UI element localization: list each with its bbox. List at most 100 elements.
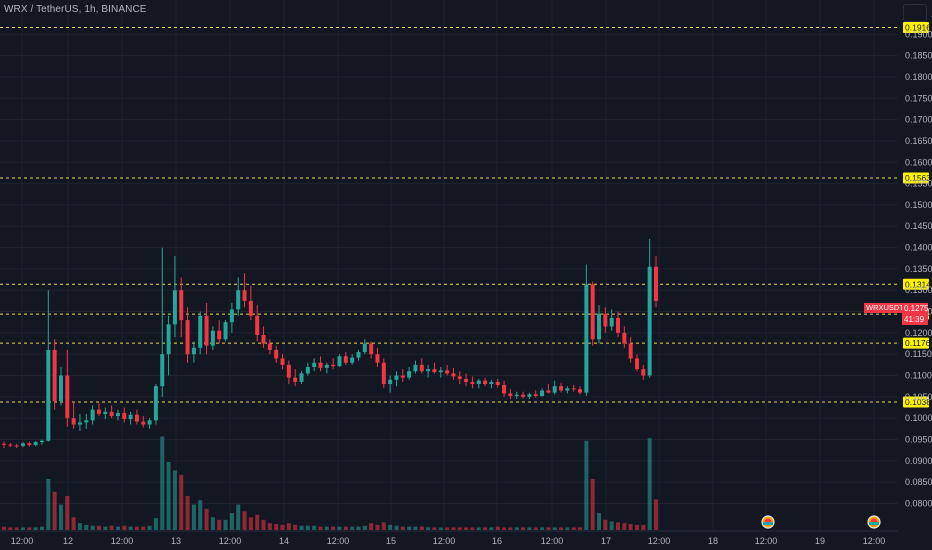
candle[interactable] [445, 364, 450, 376]
candle[interactable] [204, 303, 209, 355]
candle[interactable] [236, 277, 241, 316]
candle[interactable] [179, 277, 184, 338]
candle[interactable] [274, 345, 279, 363]
candle[interactable] [229, 303, 234, 333]
candle[interactable] [84, 413, 89, 429]
candle[interactable] [375, 347, 380, 367]
candle[interactable] [210, 326, 215, 350]
candle[interactable] [476, 378, 481, 389]
candle[interactable] [432, 362, 437, 374]
candle[interactable] [426, 364, 431, 378]
candle[interactable] [552, 380, 557, 395]
candle[interactable] [324, 362, 329, 374]
candle[interactable] [58, 366, 63, 406]
candle[interactable] [299, 371, 304, 385]
candle[interactable] [27, 441, 32, 447]
candle[interactable] [451, 367, 456, 380]
candle[interactable] [172, 256, 177, 338]
event-markers[interactable] [761, 515, 881, 529]
candle[interactable] [280, 354, 285, 370]
candle[interactable] [46, 290, 51, 442]
candle[interactable] [464, 373, 469, 387]
candle[interactable] [546, 384, 551, 394]
candle[interactable] [356, 349, 361, 361]
candle[interactable] [122, 407, 127, 423]
candle[interactable] [584, 264, 589, 396]
candle[interactable] [52, 339, 57, 410]
candle[interactable] [413, 360, 418, 374]
candle[interactable] [2, 441, 6, 449]
candle[interactable] [400, 369, 405, 382]
candles[interactable] [2, 239, 658, 449]
candle[interactable] [109, 405, 114, 419]
candle[interactable] [616, 311, 621, 338]
candle[interactable] [533, 390, 538, 398]
candle[interactable] [103, 407, 108, 420]
candle[interactable] [419, 358, 424, 374]
candle[interactable] [350, 354, 355, 365]
candle[interactable] [635, 354, 639, 372]
candle[interactable] [191, 341, 196, 363]
candle[interactable] [470, 376, 475, 389]
candle[interactable] [527, 392, 532, 399]
candle[interactable] [261, 326, 266, 348]
candle[interactable] [438, 366, 443, 378]
candle[interactable] [305, 362, 310, 376]
candle[interactable] [318, 356, 323, 372]
event-marker-icon[interactable] [761, 515, 775, 529]
candle[interactable] [96, 403, 101, 417]
candle[interactable] [331, 358, 336, 370]
candle[interactable] [343, 352, 348, 365]
candle[interactable] [603, 307, 608, 333]
candle[interactable] [39, 439, 44, 445]
candle[interactable] [565, 386, 570, 394]
time-axis[interactable]: 12:00 12 12:00 13 12:00 14 12:00 15 12:00 16 12:00… [0, 530, 898, 546]
candle[interactable] [388, 375, 393, 393]
event-marker-icon[interactable] [867, 515, 881, 529]
candle[interactable] [590, 281, 595, 346]
candle[interactable] [147, 418, 152, 429]
candle[interactable] [559, 383, 564, 393]
candle[interactable] [337, 354, 342, 367]
candle[interactable] [622, 326, 627, 348]
candle[interactable] [571, 384, 576, 392]
candle[interactable] [647, 239, 652, 378]
candle[interactable] [628, 337, 633, 363]
candle[interactable] [223, 320, 228, 342]
candle[interactable] [198, 311, 203, 355]
candle[interactable] [495, 378, 500, 388]
candle[interactable] [502, 380, 507, 397]
candle[interactable] [65, 349, 70, 427]
candle[interactable] [185, 307, 190, 363]
candle[interactable] [609, 309, 614, 331]
candle[interactable] [166, 315, 171, 376]
candle[interactable] [160, 247, 165, 397]
candle[interactable] [489, 379, 494, 389]
candle[interactable] [483, 377, 488, 387]
candle[interactable] [457, 371, 462, 385]
candle[interactable] [33, 441, 38, 447]
candle[interactable] [381, 358, 386, 389]
candle[interactable] [641, 364, 646, 380]
candle[interactable] [77, 413, 82, 431]
candle[interactable] [540, 388, 545, 397]
candle[interactable] [597, 305, 602, 344]
candle[interactable] [90, 405, 95, 425]
candle[interactable] [248, 285, 253, 321]
candle[interactable] [134, 409, 139, 425]
candle[interactable] [115, 409, 120, 421]
candle[interactable] [312, 358, 317, 372]
candle[interactable] [369, 341, 374, 359]
candle[interactable] [242, 273, 247, 308]
candle[interactable] [141, 416, 146, 428]
candle[interactable] [578, 386, 583, 395]
candle[interactable] [217, 320, 222, 344]
candle[interactable] [8, 442, 13, 448]
candle[interactable] [394, 371, 399, 387]
candle[interactable] [14, 443, 19, 449]
candle[interactable] [71, 401, 76, 429]
candle[interactable] [267, 339, 272, 355]
price-axis[interactable]: 0.1900 0.1850 0.1800 0.1750 0.1700 0.1650 0.16… [905, 29, 932, 508]
candle[interactable] [407, 366, 412, 380]
